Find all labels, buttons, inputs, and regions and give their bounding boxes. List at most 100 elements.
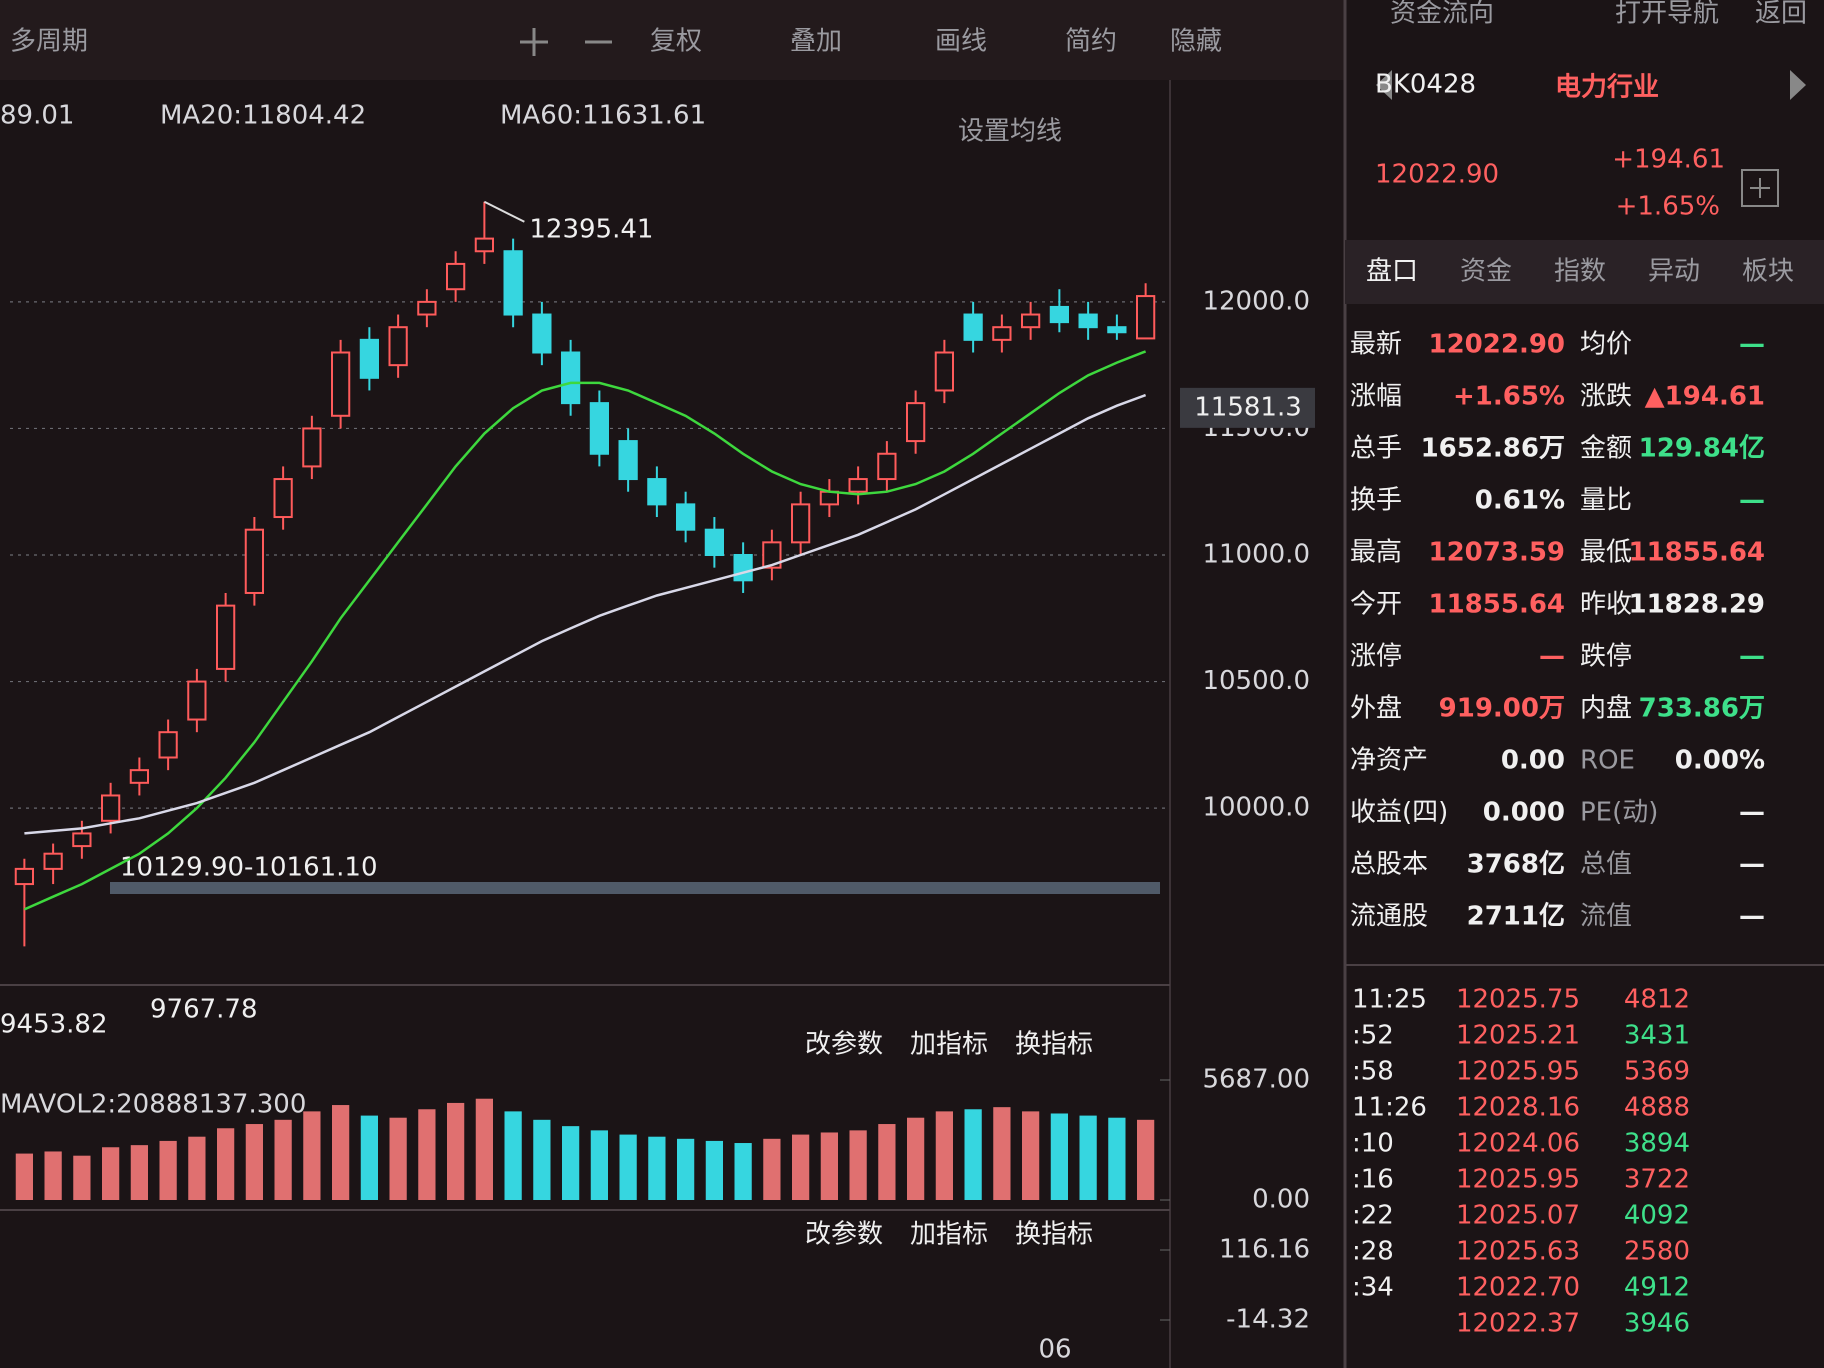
volume-bar (590, 1130, 608, 1200)
quote-label: 涨幅 (1350, 382, 1402, 412)
toolbar-item[interactable]: 打开导航 (1615, 0, 1719, 29)
tick-volume: 2580 (1624, 1237, 1690, 1267)
tab[interactable]: 资金 (1460, 257, 1512, 287)
y-tick-label: 116.16 (1219, 1235, 1310, 1265)
quote-label: PE(动) (1580, 798, 1658, 828)
tick-price: 12025.07 (1456, 1201, 1580, 1231)
tab[interactable]: 板块 (1742, 257, 1794, 287)
quote-label: 金额 (1580, 434, 1632, 464)
panel-button[interactable]: 换指标 (1015, 1220, 1093, 1250)
candle-body (906, 402, 926, 443)
volume-bar (907, 1117, 925, 1200)
quote-label: 最新 (1350, 330, 1402, 360)
y-tick-label: 0.00 (1252, 1185, 1310, 1215)
quote-value: +1.65% (1453, 382, 1565, 412)
next-arrow[interactable] (1790, 70, 1806, 100)
quote-label: 均价 (1580, 330, 1632, 360)
toolbar-item[interactable]: 返回 (1755, 0, 1807, 29)
quote-value: — (1739, 486, 1765, 516)
quote-label: 涨跌 (1580, 382, 1632, 412)
add-button[interactable] (1741, 169, 1779, 207)
volume-title: MAVOL2:20888137.300 (0, 1090, 306, 1120)
candle-body (359, 338, 379, 379)
candle-body (474, 237, 494, 253)
candle-body (244, 528, 264, 594)
prev-arrow[interactable] (1376, 70, 1392, 100)
quote-label: 跌停 (1580, 642, 1632, 672)
tab[interactable]: 指数 (1554, 257, 1606, 287)
zoom-icons[interactable] (520, 28, 612, 56)
candle-body (101, 794, 121, 822)
tick-volume: 3431 (1624, 1021, 1690, 1051)
candle-body (216, 604, 236, 670)
volume-bar (1079, 1115, 1097, 1200)
board-name: 电力行业 (1555, 72, 1659, 103)
change-pct: +1.65% (1616, 192, 1720, 222)
toolbar-item[interactable]: 简约 (1065, 27, 1117, 57)
toolbar-bg (0, 0, 1345, 80)
current-label: 11581.3 (1194, 392, 1302, 422)
quote-label: 总股本 (1350, 850, 1428, 880)
quote-label: 流值 (1580, 902, 1632, 932)
toolbar-item[interactable]: 多周期 (10, 27, 88, 57)
quote-value: 12073.59 (1428, 538, 1565, 568)
volume-bar (619, 1134, 637, 1200)
quote-value: 11855.64 (1628, 538, 1765, 568)
toolbar-item[interactable]: 画线 (935, 27, 987, 57)
toolbar-item[interactable]: 隐藏 (1170, 27, 1222, 57)
y-tick-label: 10500.0 (1202, 666, 1310, 696)
candle-body (1107, 326, 1127, 334)
candle-body (589, 402, 609, 455)
candle-body (676, 503, 696, 531)
quote-value: 11828.29 (1628, 590, 1765, 620)
toolbar-item[interactable]: 叠加 (790, 27, 842, 57)
tab[interactable]: 异动 (1648, 257, 1700, 287)
volume-bar (677, 1138, 695, 1200)
tick-price: 12024.06 (1456, 1129, 1580, 1159)
volume-bar (1022, 1111, 1040, 1200)
tick-volume: 3894 (1624, 1129, 1690, 1159)
quote-label: ROE (1580, 746, 1635, 776)
panel-button[interactable]: 改参数 (805, 1030, 883, 1060)
quote-label: 外盘 (1350, 694, 1402, 724)
volume-bar (475, 1098, 493, 1200)
volume-bar (332, 1105, 350, 1200)
volume-bar (964, 1109, 982, 1200)
toolbar-item[interactable]: 资金流向 (1390, 0, 1494, 29)
quote-label: 最低 (1580, 538, 1632, 568)
panel-button[interactable]: 改参数 (805, 1220, 883, 1250)
tick-volume: 3946 (1624, 1309, 1690, 1339)
tick-volume: 5369 (1624, 1057, 1690, 1087)
candle-body (963, 313, 983, 341)
tab[interactable]: 盘口 (1366, 257, 1418, 287)
volume-bar (504, 1111, 522, 1200)
tick-time: :10 (1352, 1129, 1394, 1159)
change: +194.61 (1612, 145, 1725, 175)
quote-label: 总手 (1350, 434, 1402, 464)
quote-label: 昨收 (1580, 590, 1632, 620)
quote-value: 0.61% (1475, 486, 1565, 516)
tick-price: 12022.70 (1456, 1273, 1580, 1303)
volume-bar (130, 1145, 148, 1200)
panel-button[interactable]: 加指标 (910, 1220, 988, 1250)
panel-button[interactable]: 加指标 (910, 1030, 988, 1060)
toolbar-item[interactable]: 复权 (650, 27, 702, 57)
ma-setting[interactable]: 设置均线 (958, 117, 1062, 147)
quote-value: 1652.86万 (1421, 434, 1565, 464)
candle-body (72, 832, 92, 848)
tick-time: :16 (1352, 1165, 1394, 1195)
y-tick-label: 12000.0 (1202, 286, 1310, 316)
candle-body (158, 731, 178, 759)
peak-label: 12395.41 (529, 214, 653, 244)
x-tick-label: 06 (1038, 1335, 1071, 1365)
volume-bar (188, 1136, 206, 1200)
volume-bar (73, 1155, 91, 1200)
quote-label: 换手 (1350, 486, 1402, 516)
tick-price: 12025.75 (1456, 985, 1580, 1015)
panel-button[interactable]: 换指标 (1015, 1030, 1093, 1060)
candle-body (1021, 313, 1041, 329)
candle-body (733, 554, 753, 582)
tick-time: :34 (1352, 1273, 1394, 1303)
